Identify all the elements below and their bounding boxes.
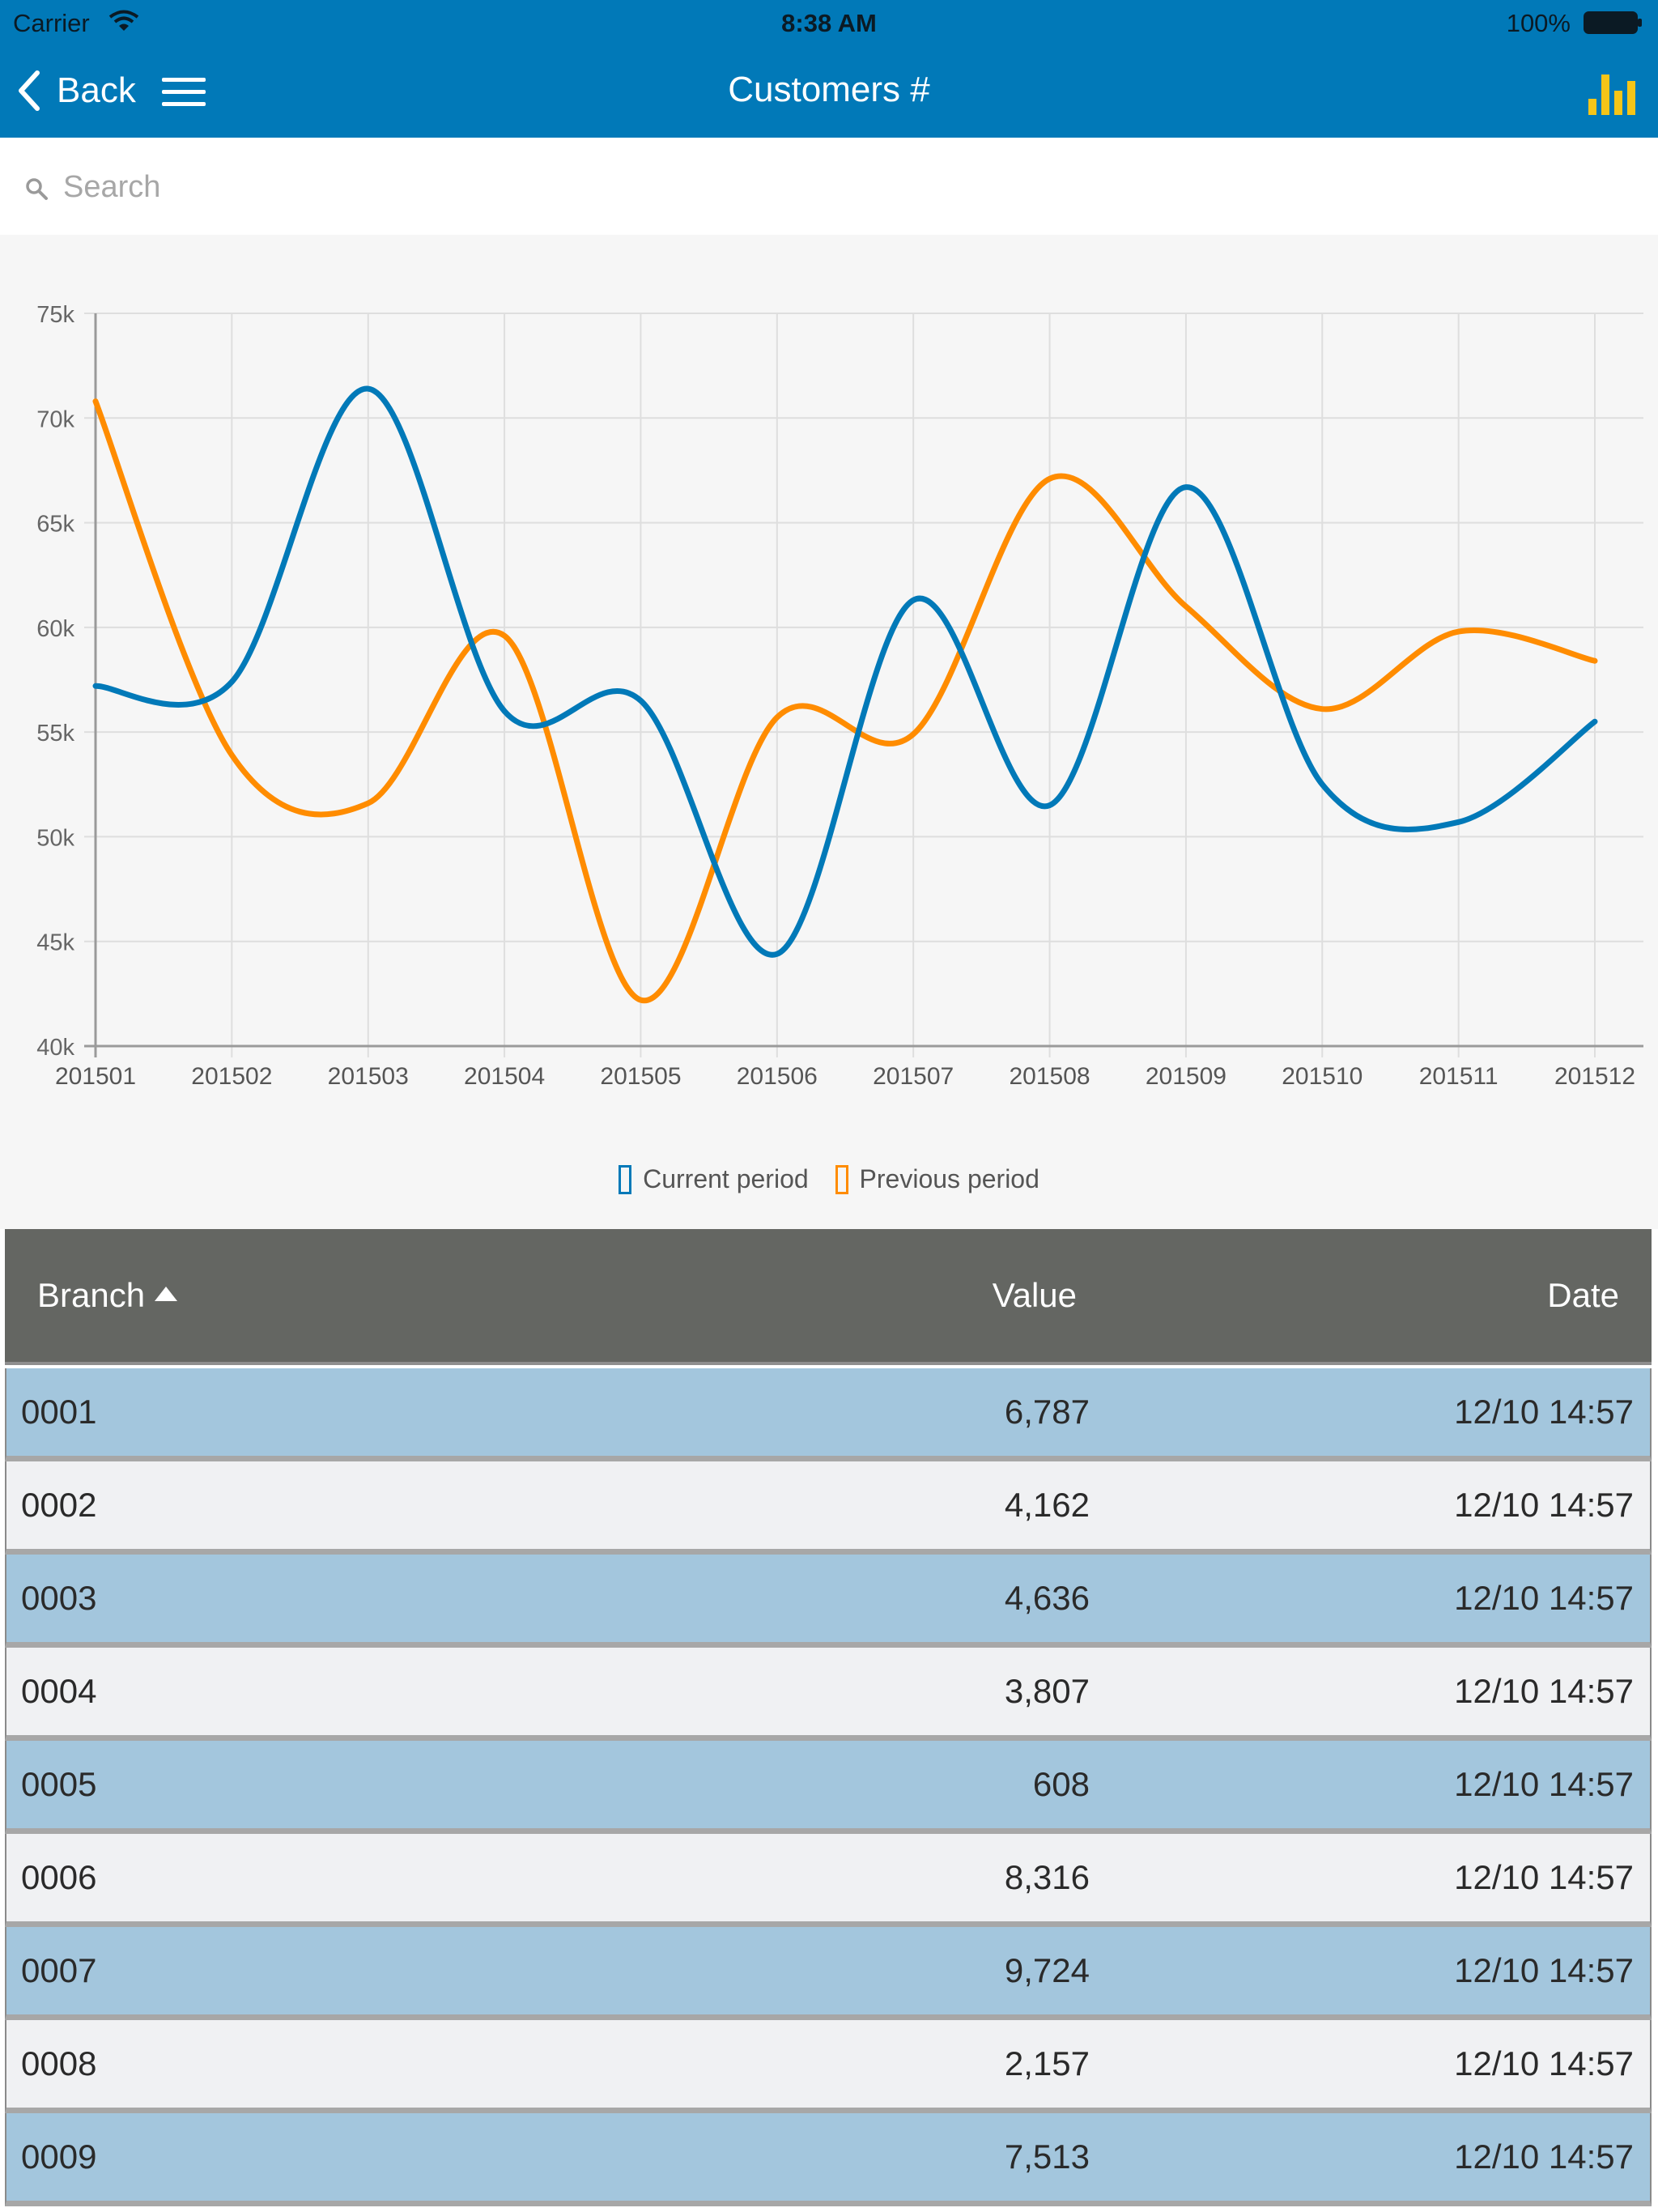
x-tick-label: 201507 [873, 1063, 954, 1090]
table-row[interactable]: 0003 4,636 12/10 14:57 [5, 1555, 1652, 1648]
y-tick-label: 40k [36, 1035, 74, 1061]
cell-value: 9,724 [1004, 1951, 1090, 1989]
y-tick-label: 50k [36, 825, 74, 851]
cell-date: 12/10 14:57 [1454, 1393, 1634, 1431]
table-header: Branch Value Date [5, 1229, 1652, 1362]
table-row[interactable]: 0005 608 12/10 14:57 [5, 1741, 1652, 1834]
x-tick-label: 201501 [55, 1063, 136, 1090]
carrier-label: Carrier [13, 9, 90, 37]
chart-legend: Current period Previous period [0, 1164, 1658, 1201]
cell-branch: 0004 [21, 1672, 97, 1710]
column-header-branch[interactable]: Branch [37, 1276, 178, 1315]
cell-date: 12/10 14:57 [1454, 2138, 1634, 2176]
x-tick-label: 201511 [1419, 1063, 1499, 1090]
battery-icon [1584, 11, 1642, 34]
y-tick-label: 75k [36, 302, 74, 328]
cell-value: 3,807 [1004, 1672, 1090, 1710]
cell-value: 608 [1032, 1765, 1090, 1803]
status-bar: Carrier 8:38 AM 100% [0, 0, 1658, 45]
search-icon [26, 178, 48, 200]
page-title: Customers # [728, 70, 930, 109]
y-tick-label: 65k [36, 512, 74, 538]
cell-value: 8,316 [1004, 1858, 1090, 1896]
column-header-value[interactable]: Value [992, 1276, 1077, 1314]
cell-branch: 0002 [21, 1486, 97, 1524]
x-tick-label: 201504 [464, 1063, 545, 1090]
y-tick-label: 60k [36, 616, 74, 642]
cell-branch: 0005 [21, 1765, 97, 1803]
cell-branch: 0009 [21, 2138, 97, 2176]
legend-swatch-previous [835, 1164, 848, 1194]
cell-date: 12/10 14:57 [1454, 1765, 1634, 1803]
sort-ascending-icon [155, 1287, 178, 1301]
cell-branch: 0003 [21, 1579, 97, 1617]
cell-value: 2,157 [1004, 2044, 1090, 2082]
top-bar: Carrier 8:38 AM 100% Back Customers # [0, 0, 1658, 138]
cell-date: 12/10 14:57 [1454, 1579, 1634, 1617]
series-line-current [92, 385, 1598, 958]
search-input[interactable] [62, 162, 1603, 212]
legend-label-current: Current period [643, 1164, 809, 1193]
battery-percent: 100% [1506, 9, 1571, 37]
bar-chart-icon[interactable] [1587, 66, 1639, 117]
nav-bar: Back Customers # [0, 45, 1658, 138]
x-tick-label: 201508 [1009, 1063, 1090, 1090]
cell-value: 4,162 [1004, 1486, 1090, 1524]
cell-branch: 0006 [21, 1858, 97, 1896]
x-tick-label: 201505 [600, 1063, 681, 1090]
wifi-icon [108, 10, 139, 31]
back-button[interactable]: Back [16, 65, 136, 117]
chevron-left-icon [19, 70, 40, 111]
y-tick-label: 55k [36, 721, 74, 747]
cell-date: 12/10 14:57 [1454, 1672, 1634, 1710]
cell-date: 12/10 14:57 [1454, 2044, 1634, 2082]
table-row[interactable]: 0004 3,807 12/10 14:57 [5, 1648, 1652, 1741]
series-line-previous [92, 398, 1598, 1003]
cell-value: 7,513 [1004, 2138, 1090, 2176]
back-label: Back [57, 70, 136, 110]
x-tick-label: 201502 [191, 1063, 272, 1090]
cell-date: 12/10 14:57 [1454, 1951, 1634, 1989]
legend-swatch-current [619, 1164, 632, 1194]
cell-value: 4,636 [1004, 1579, 1090, 1617]
column-header-branch-label: Branch [37, 1276, 146, 1314]
x-tick-label: 201503 [328, 1063, 409, 1090]
x-tick-label: 201512 [1554, 1063, 1635, 1090]
chart-panel: 40k 45k 50k 55k 60k 65k 70k 75k 201501 201502 2015… [0, 235, 1658, 1229]
cell-date: 12/10 14:57 [1454, 1486, 1634, 1524]
legend-item-previous[interactable]: Previous period [835, 1164, 1039, 1194]
status-time: 8:38 AM [781, 9, 877, 37]
x-tick-label: 201510 [1282, 1063, 1363, 1090]
table-row[interactable]: 0009 7,513 12/10 14:57 [5, 2113, 1652, 2206]
cell-branch: 0007 [21, 1951, 97, 1989]
x-tick-label: 201506 [737, 1063, 818, 1090]
column-header-date[interactable]: Date [1547, 1276, 1619, 1314]
legend-item-current[interactable]: Current period [619, 1164, 809, 1194]
cell-value: 6,787 [1004, 1393, 1090, 1431]
x-tick-label: 201509 [1146, 1063, 1226, 1090]
cell-branch: 0008 [21, 2044, 97, 2082]
data-table: Branch Value Date 0001 6,787 12/10 14:57 00… [5, 1229, 1652, 2206]
table-row[interactable]: 0008 2,157 12/10 14:57 [5, 2020, 1652, 2113]
y-tick-label: 45k [36, 930, 74, 956]
cell-date: 12/10 14:57 [1454, 1858, 1634, 1896]
legend-label-previous: Previous period [859, 1164, 1039, 1193]
line-chart: 40k 45k 50k 55k 60k 65k 70k 75k 201501 201502 2015… [36, 302, 1643, 1090]
table-row[interactable]: 0002 4,162 12/10 14:57 [5, 1461, 1652, 1555]
table-row[interactable]: 0006 8,316 12/10 14:57 [5, 1834, 1652, 1927]
y-tick-label: 70k [36, 406, 74, 432]
cell-branch: 0001 [21, 1393, 97, 1431]
table-row[interactable]: 0007 9,724 12/10 14:57 [5, 1927, 1652, 2020]
search-bar [0, 138, 1658, 235]
hamburger-menu-icon[interactable] [160, 74, 207, 110]
table-row[interactable]: 0001 6,787 12/10 14:57 [5, 1368, 1652, 1461]
table-body: 0001 6,787 12/10 14:57 0002 4,162 12/10 14:57… [5, 1368, 1652, 2206]
